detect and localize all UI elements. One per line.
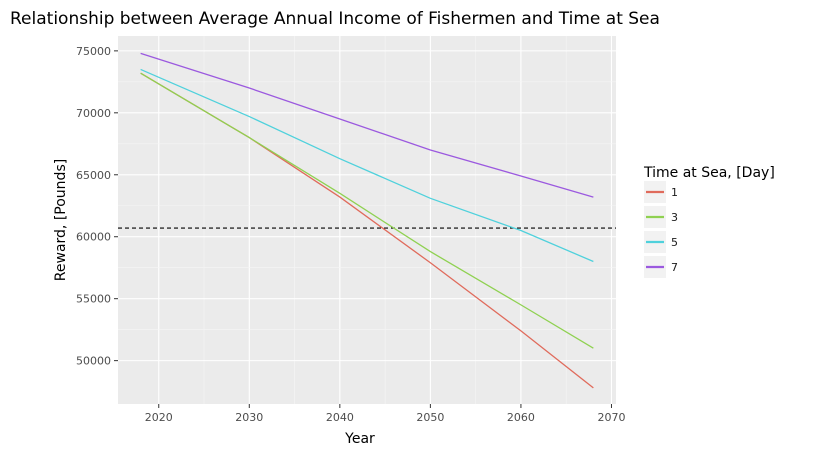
legend-title: Time at Sea, [Day] xyxy=(643,165,775,181)
series-line-3 xyxy=(140,72,594,349)
legend: Time at Sea, [Day] 1 3 5 7 xyxy=(643,165,775,278)
chart-title: Relationship between Average Annual Inco… xyxy=(10,9,660,29)
y-axis: 50000 55000 60000 65000 70000 75000 xyxy=(76,45,118,368)
y-tick-label: 50000 xyxy=(76,355,111,368)
legend-label-1: 1 xyxy=(671,186,678,199)
x-axis-title: Year xyxy=(344,431,375,447)
x-tick-label: 2050 xyxy=(416,411,444,424)
y-axis-title: Reward, [Pounds] xyxy=(53,159,69,281)
x-tick-label: 2070 xyxy=(597,411,625,424)
series-line-7 xyxy=(140,52,594,198)
x-tick-label: 2060 xyxy=(507,411,535,424)
grid-lines xyxy=(118,36,616,404)
x-axis: 2020 2030 2040 2050 2060 2070 xyxy=(145,404,625,424)
y-tick-label: 60000 xyxy=(76,231,111,244)
legend-label-3: 3 xyxy=(671,211,678,224)
series-line-5 xyxy=(140,68,594,263)
y-tick-label: 65000 xyxy=(76,169,111,182)
x-tick-label: 2020 xyxy=(145,411,173,424)
y-tick-label: 75000 xyxy=(76,45,111,58)
y-tick-label: 70000 xyxy=(76,107,111,120)
legend-label-7: 7 xyxy=(671,261,678,274)
series-lines xyxy=(140,52,594,389)
x-tick-label: 2040 xyxy=(326,411,354,424)
legend-label-5: 5 xyxy=(671,236,678,249)
x-tick-label: 2030 xyxy=(235,411,263,424)
plot-panel xyxy=(118,36,616,404)
y-tick-label: 55000 xyxy=(76,293,111,306)
